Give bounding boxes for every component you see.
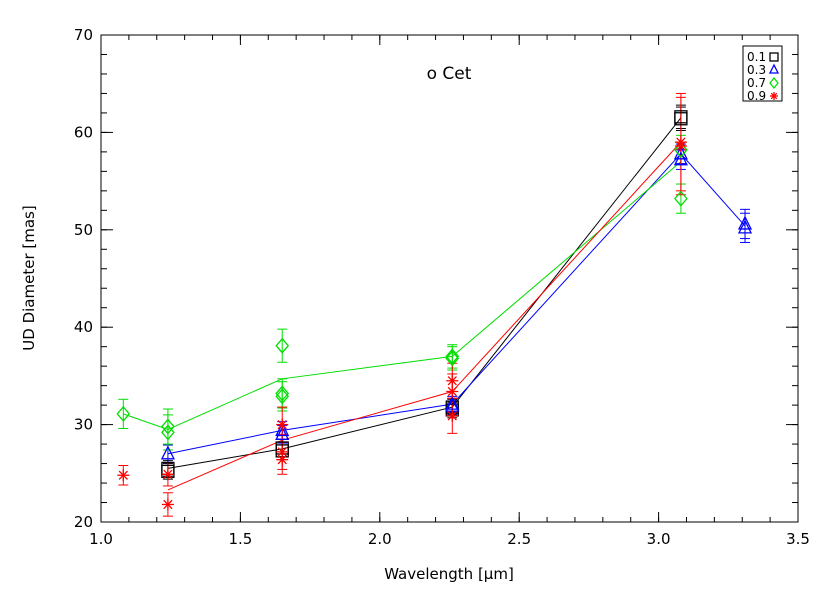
asterisk-stroke (163, 499, 173, 510)
legend-label: 0.7 (747, 76, 766, 90)
series-line-2 (123, 161, 682, 431)
legend: 0.10.30.70.9 (742, 45, 783, 103)
asterisk-stroke (447, 376, 457, 386)
y-tick-label: 50 (74, 221, 93, 239)
triangle-mark (275, 421, 290, 437)
y-tick-label: 70 (74, 26, 93, 44)
axis-tick-labels: 1.0 1.5 2.0 2.5 3.0 3.5 20 30 40 50 60 70 (74, 26, 810, 548)
marker-asterisk (276, 418, 289, 431)
asterisk-stroke (277, 419, 287, 430)
marker-asterisk (446, 385, 459, 398)
chart-title: o Cet (427, 64, 472, 84)
x-tick-label: 1.5 (228, 530, 252, 548)
marker-diamond (445, 348, 460, 365)
square-mark (769, 52, 779, 62)
marker-triangle (673, 151, 688, 166)
asterisk-stroke (447, 411, 457, 421)
asterisk-stroke (277, 455, 287, 465)
triangle-mark (445, 395, 460, 410)
legend-label: 0.3 (747, 63, 766, 77)
marker-diamond (769, 76, 779, 90)
marker-asterisk (446, 409, 459, 422)
marker-diamond (161, 418, 175, 435)
asterisk-stroke (770, 92, 778, 100)
marker-diamond (275, 388, 290, 405)
marker-asterisk (276, 453, 289, 466)
x-tick-label: 1.0 (89, 530, 113, 548)
axis-ticks (100, 34, 799, 523)
triangle-mark (768, 63, 780, 74)
diamond-mark (445, 348, 460, 365)
y-tick-label: 30 (74, 416, 93, 434)
triangle-mark (737, 215, 753, 230)
marker-triangle (275, 425, 290, 440)
marker-asterisk (117, 469, 130, 482)
marker-diamond (275, 385, 290, 402)
diamond-mark (674, 141, 688, 158)
marker-diamond (116, 405, 131, 422)
marker-asterisk (674, 140, 687, 153)
marker-asterisk (161, 468, 174, 481)
error-bars (118, 92, 751, 517)
y-tick-label: 20 (74, 513, 93, 531)
x-tick-label: 3.0 (647, 530, 671, 548)
triangle-mark (275, 425, 290, 440)
data-markers (116, 110, 753, 511)
x-tick-label: 2.5 (507, 530, 531, 548)
x-axis-label: Wavelength [μm] (384, 565, 514, 583)
marker-square (769, 52, 779, 62)
plot-frame (100, 34, 799, 523)
asterisk-stroke (676, 141, 686, 151)
diamond-mark (275, 337, 290, 354)
marker-diamond (275, 337, 290, 354)
marker-triangle (737, 215, 753, 230)
diamond-mark (674, 190, 688, 207)
marker-square (674, 112, 688, 126)
marker-triangle (737, 219, 753, 234)
asterisk-stroke (447, 386, 457, 397)
marker-asterisk (446, 374, 459, 387)
triangle-mark (160, 445, 175, 460)
diamond-mark (161, 424, 175, 441)
asterisk-stroke (277, 447, 287, 457)
triangle-mark (673, 151, 688, 166)
legend-label: 0.1 (747, 50, 766, 64)
diamond-mark (769, 76, 779, 90)
square-mark (674, 112, 688, 126)
diamond-mark (445, 350, 460, 367)
marker-asterisk (770, 92, 778, 100)
marker-asterisk (161, 498, 174, 511)
x-tick-label: 2.0 (368, 530, 392, 548)
series-line-3 (167, 141, 682, 491)
series-lines (123, 117, 746, 491)
series-line-0 (167, 117, 682, 469)
y-tick-label: 60 (74, 123, 93, 141)
marker-diamond (674, 141, 688, 158)
marker-diamond (445, 350, 460, 367)
marker-diamond (674, 190, 688, 207)
marker-triangle (160, 445, 175, 460)
y-axis-label: UD Diameter [mas] (20, 205, 38, 350)
triangle-mark (737, 219, 753, 234)
y-tick-label: 40 (74, 318, 93, 336)
legend-label: 0.9 (747, 89, 766, 103)
diamond-mark (161, 418, 175, 435)
marker-triangle (768, 63, 780, 74)
marker-diamond (161, 424, 175, 441)
asterisk-stroke (163, 469, 173, 479)
x-tick-label: 3.5 (786, 530, 810, 548)
marker-triangle (445, 395, 460, 410)
asterisk-stroke (118, 470, 128, 480)
diamond-mark (275, 385, 290, 402)
diamond-mark (275, 388, 290, 405)
marker-triangle (275, 421, 290, 437)
diamond-mark (116, 405, 131, 422)
